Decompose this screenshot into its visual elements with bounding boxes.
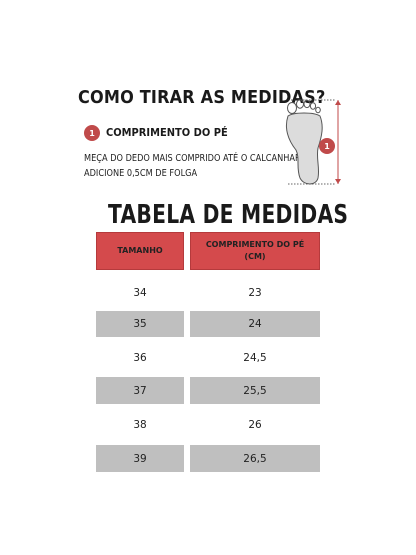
table-row-size: 34 xyxy=(96,280,184,305)
table-row-length: 24 xyxy=(190,311,320,337)
step-label: COMPRIMENTO DO PÉ xyxy=(106,126,228,139)
table-row-length: 23 xyxy=(190,280,320,305)
table-row-length: 26 xyxy=(190,412,320,437)
table-row-size: 36 xyxy=(96,345,184,370)
header-length: COMPRIMENTO DO PÉ (CM) xyxy=(190,232,320,270)
header-size: TAMANHO xyxy=(96,232,184,270)
foot-marker-badge: 1 xyxy=(319,138,335,154)
step-number-badge: 1 xyxy=(84,125,100,141)
instruction-line-1: MEÇA DO DEDO MAIS COMPRIDO ATÉ O CALCANH… xyxy=(84,153,304,164)
table-row-length: 25,5 xyxy=(190,377,320,404)
table-row-length: 26,5 xyxy=(190,445,320,472)
header-length-line1: COMPRIMENTO DO PÉ xyxy=(205,240,305,249)
table-row-size: 37 xyxy=(96,377,184,404)
page-heading: COMO TIRAR AS MEDIDAS? xyxy=(78,88,326,108)
table-row-size: 35 xyxy=(96,311,184,337)
table-row-length: 24,5 xyxy=(190,345,320,370)
foot-outline-icon xyxy=(285,99,341,185)
instruction-line-2: ADICIONE 0,5CM DE FOLGA xyxy=(84,168,198,179)
header-length-line2: (CM) xyxy=(244,252,266,261)
table-title: TABELA DE MEDIDAS xyxy=(108,200,349,230)
table-row-size: 39 xyxy=(96,445,184,472)
table-row-size: 38 xyxy=(96,412,184,437)
